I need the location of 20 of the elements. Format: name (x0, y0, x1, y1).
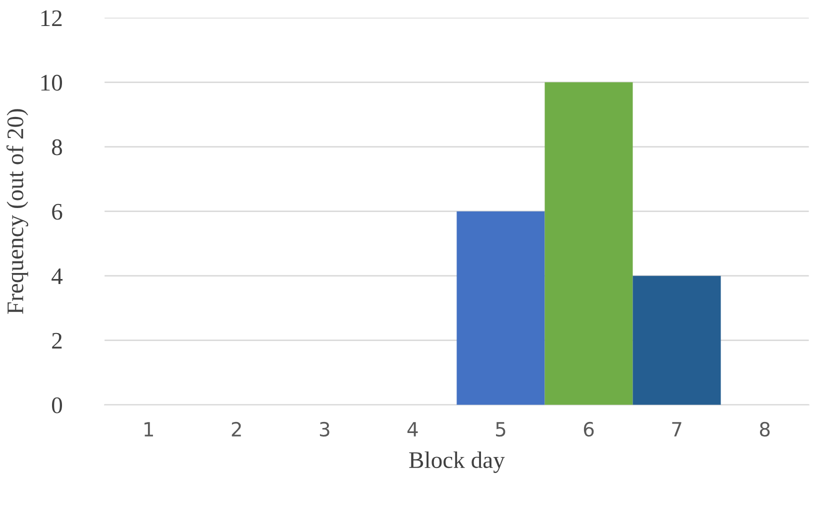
y-tick-label: 10 (41, 74, 62, 91)
x-tick-label: 3 (320, 422, 330, 437)
y-tick-label: 4 (52, 268, 63, 284)
y-tick-label: 12 (41, 10, 62, 26)
x-tick-label: 4 (407, 422, 418, 436)
bar (544, 82, 633, 405)
y-tick-label: 0 (52, 397, 62, 414)
x-tick-label: 2 (232, 422, 241, 436)
x-tick-label: 7 (672, 422, 682, 436)
x-tick-label: 6 (584, 422, 594, 437)
y-tick-label: 6 (52, 204, 62, 220)
bar (456, 211, 545, 405)
y-tick-label: 2 (52, 332, 62, 349)
x-axis-title: Block day (409, 451, 505, 473)
bar (632, 276, 721, 405)
x-tick-label: 5 (496, 422, 506, 437)
y-axis-title: Frequency (out of 20) (6, 109, 28, 314)
y-tick-label: 8 (52, 139, 62, 156)
x-tick-label: 8 (760, 422, 770, 437)
x-tick-label: 1 (144, 422, 153, 436)
